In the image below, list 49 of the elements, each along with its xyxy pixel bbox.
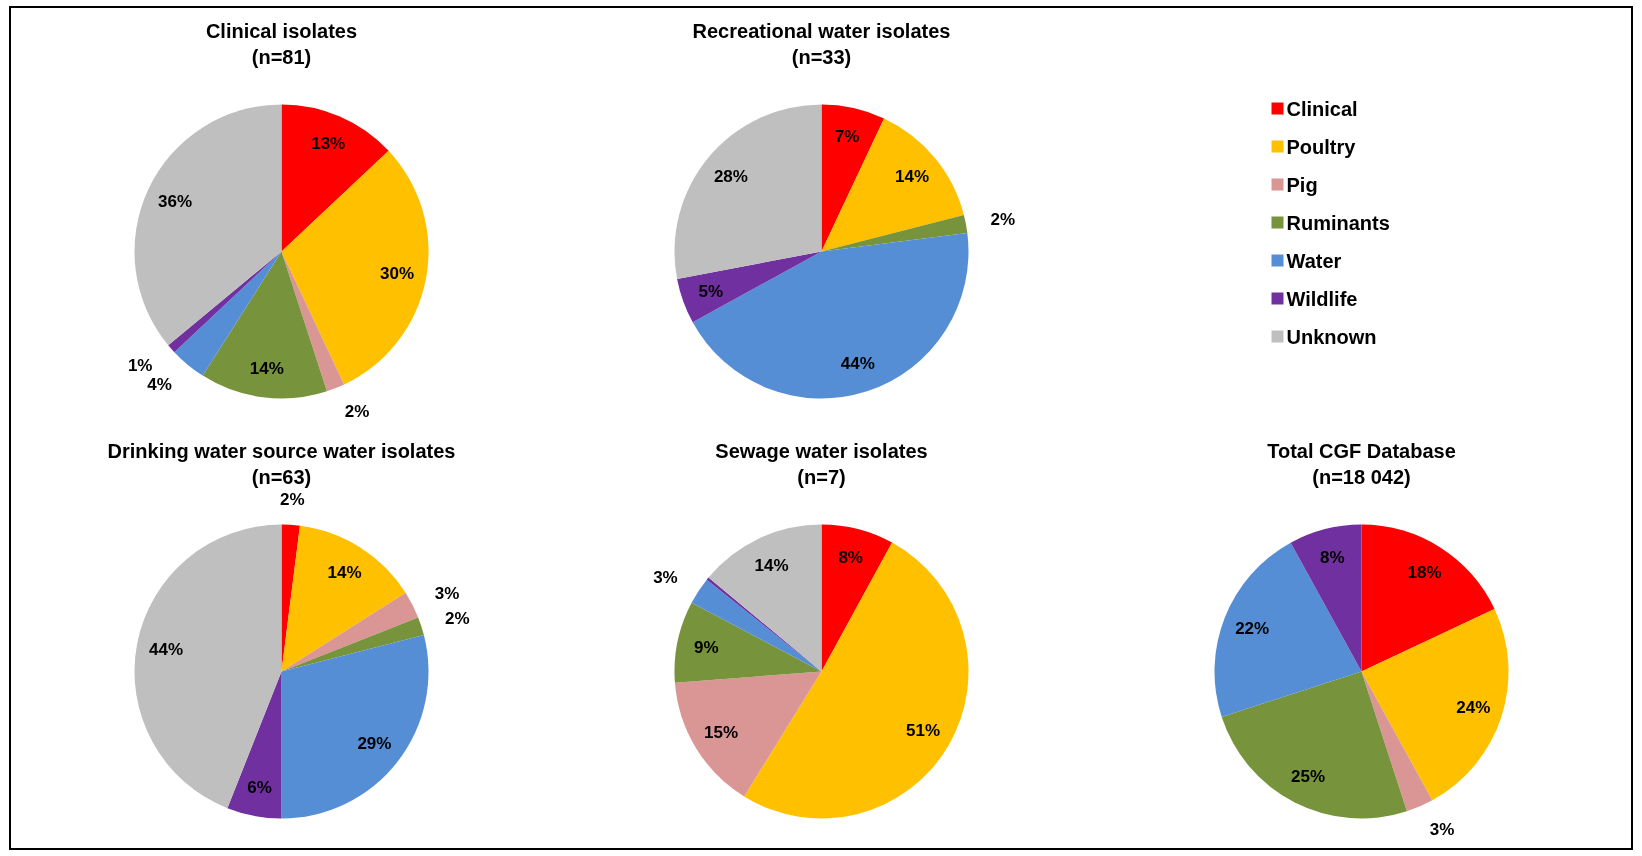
data-label: 44%	[840, 353, 875, 373]
data-label: 51%	[906, 721, 941, 741]
legend-label: Wildlife	[1286, 287, 1358, 310]
legend-label: Pig	[1286, 173, 1318, 196]
chart-title: Sewage water isolates	[715, 439, 928, 462]
data-label: 7%	[834, 127, 860, 147]
data-label: 24%	[1456, 698, 1491, 718]
data-label: 29%	[357, 734, 392, 754]
legend-label: Unknown	[1286, 325, 1377, 348]
chart-subtitle: (n=18 042)	[1312, 465, 1411, 488]
data-label: 2%	[990, 209, 1016, 229]
data-label: 14%	[249, 358, 284, 378]
data-label: 4%	[147, 374, 172, 394]
chart-title: Clinical isolates	[205, 19, 358, 42]
data-label: 3%	[1429, 819, 1455, 839]
data-label: 30%	[380, 264, 415, 284]
data-label: 14%	[327, 562, 362, 582]
data-label: 2%	[280, 490, 305, 510]
chart-title: Total CGF Database	[1267, 439, 1456, 462]
chart-subtitle: (n=63)	[251, 465, 312, 488]
data-label: 13%	[311, 134, 346, 154]
legend-label: Poultry	[1286, 135, 1357, 158]
data-label: 3%	[434, 583, 460, 603]
data-label: 8%	[1319, 548, 1345, 568]
chart-subtitle: (n=33)	[791, 45, 852, 68]
data-label: 1%	[127, 355, 153, 375]
data-label: 2%	[445, 608, 470, 628]
chart-subtitle: (n=81)	[251, 45, 312, 68]
data-label: 15%	[704, 723, 739, 743]
data-label: 8%	[838, 548, 863, 568]
data-label: 36%	[158, 191, 193, 211]
data-label: 22%	[1235, 618, 1270, 638]
chart-title: Recreational water isolates	[692, 19, 951, 42]
data-label: 28%	[713, 167, 748, 187]
legend-label: Ruminants	[1286, 211, 1390, 234]
data-label: 14%	[754, 555, 789, 575]
chart-title: Drinking water source water isolates	[107, 439, 456, 462]
legend-label: Clinical	[1286, 97, 1358, 120]
legend-label: Water	[1286, 249, 1342, 272]
data-label: 44%	[148, 639, 183, 659]
data-label: 9%	[694, 638, 719, 658]
data-label: 18%	[1407, 562, 1442, 582]
data-label: 5%	[698, 281, 724, 301]
data-label: 3%	[653, 567, 678, 587]
data-label: 25%	[1291, 766, 1326, 786]
data-label: 2%	[344, 401, 370, 421]
chart-subtitle: (n=7)	[797, 465, 846, 488]
data-label: 6%	[247, 777, 272, 797]
data-label: 14%	[895, 167, 930, 187]
